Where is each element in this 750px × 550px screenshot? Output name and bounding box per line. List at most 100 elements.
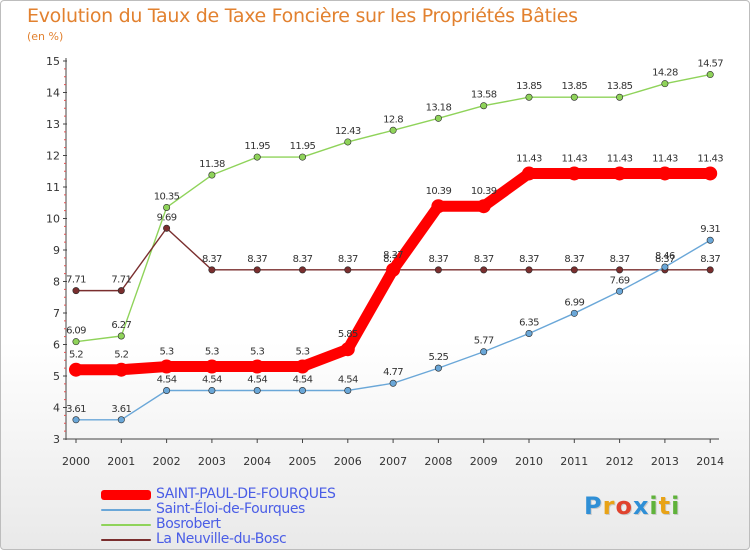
data-label-3: 9.69 bbox=[157, 212, 177, 223]
data-label-1: 4.54 bbox=[157, 374, 177, 385]
x-tick-label: 2001 bbox=[107, 455, 135, 468]
data-label-3: 8.37 bbox=[655, 254, 675, 265]
data-point-1 bbox=[389, 379, 397, 387]
data-label-1: 8.46 bbox=[655, 251, 675, 262]
legend-label-1: Saint-Éloi-de-Fourques bbox=[156, 501, 305, 517]
data-label-3: 8.37 bbox=[202, 254, 222, 265]
data-point-1 bbox=[253, 386, 261, 394]
data-point-1 bbox=[72, 416, 80, 424]
data-label-0: 10.39 bbox=[426, 186, 452, 197]
x-tick-label: 2002 bbox=[153, 455, 181, 468]
data-point-0 bbox=[703, 166, 718, 181]
data-label-0: 11.43 bbox=[652, 153, 678, 164]
data-point-3 bbox=[163, 224, 171, 232]
data-label-2: 11.38 bbox=[199, 159, 225, 170]
logo-letter: r bbox=[602, 492, 616, 520]
data-label-2: 6.27 bbox=[111, 320, 131, 331]
data-label-3: 8.37 bbox=[383, 254, 403, 265]
legend-label-2: Bosrobert bbox=[156, 516, 221, 532]
data-point-2 bbox=[344, 138, 352, 146]
data-label-1: 6.99 bbox=[564, 297, 584, 308]
data-label-3: 8.37 bbox=[293, 254, 313, 265]
legend-swatch-3 bbox=[101, 539, 151, 541]
data-point-3 bbox=[434, 266, 442, 274]
data-point-1 bbox=[525, 329, 533, 337]
y-tick-label: 13 bbox=[46, 118, 60, 131]
data-label-3: 8.37 bbox=[247, 254, 267, 265]
y-tick-label: 15 bbox=[46, 55, 60, 68]
data-label-1: 4.54 bbox=[338, 374, 358, 385]
y-tick-label: 4 bbox=[53, 402, 60, 415]
data-label-3: 7.71 bbox=[66, 275, 86, 286]
data-point-0 bbox=[476, 199, 491, 214]
data-label-2: 12.8 bbox=[383, 114, 403, 125]
x-tick-label: 2013 bbox=[651, 455, 679, 468]
data-label-1: 4.77 bbox=[383, 367, 403, 378]
data-point-3 bbox=[525, 266, 533, 274]
y-axis-unit-label: (en %) bbox=[27, 30, 64, 43]
data-label-3: 8.37 bbox=[564, 254, 584, 265]
data-point-0 bbox=[431, 199, 446, 214]
data-label-3: 8.37 bbox=[338, 254, 358, 265]
data-label-1: 4.54 bbox=[293, 374, 313, 385]
data-point-0 bbox=[386, 262, 401, 277]
logo-letter: t bbox=[658, 492, 672, 520]
data-label-2: 13.85 bbox=[561, 81, 587, 92]
data-label-0: 5.3 bbox=[205, 347, 219, 358]
x-tick-label: 2008 bbox=[424, 455, 452, 468]
x-tick-label: 2009 bbox=[470, 455, 498, 468]
data-label-0: 11.43 bbox=[561, 153, 587, 164]
data-label-3: 8.37 bbox=[700, 254, 720, 265]
y-tick-label: 6 bbox=[53, 339, 60, 352]
data-label-1: 3.61 bbox=[111, 404, 131, 415]
data-point-0 bbox=[522, 166, 536, 181]
data-label-3: 7.71 bbox=[111, 275, 131, 286]
data-label-2: 11.95 bbox=[244, 141, 270, 152]
y-tick-label: 12 bbox=[46, 150, 60, 163]
data-label-0: 11.43 bbox=[607, 153, 633, 164]
data-point-0 bbox=[340, 342, 355, 357]
data-label-0: 5.3 bbox=[250, 347, 264, 358]
data-point-1 bbox=[434, 364, 442, 372]
data-point-2 bbox=[434, 114, 442, 122]
data-label-2: 10.35 bbox=[154, 191, 180, 202]
data-point-3 bbox=[72, 287, 80, 295]
x-tick-label: 2011 bbox=[560, 455, 588, 468]
data-label-0: 5.3 bbox=[295, 347, 309, 358]
data-point-2 bbox=[72, 338, 80, 346]
data-label-0: 8.37 bbox=[383, 250, 403, 261]
data-point-2 bbox=[616, 93, 624, 101]
data-point-3 bbox=[344, 266, 352, 274]
x-tick-label: 2006 bbox=[334, 455, 362, 468]
logo-letter: i bbox=[649, 492, 659, 520]
data-label-2: 13.18 bbox=[426, 102, 452, 113]
data-point-2 bbox=[661, 80, 669, 88]
data-label-2: 13.85 bbox=[516, 81, 542, 92]
data-point-2 bbox=[163, 203, 171, 211]
data-label-3: 8.37 bbox=[610, 254, 630, 265]
legend-swatch-2 bbox=[101, 524, 151, 526]
y-tick-label: 9 bbox=[53, 244, 60, 257]
data-label-2: 11.95 bbox=[290, 141, 316, 152]
data-label-1: 5.25 bbox=[428, 352, 448, 363]
data-label-1: 6.35 bbox=[519, 317, 539, 328]
legend-swatch-1 bbox=[101, 509, 151, 511]
data-point-0 bbox=[204, 359, 219, 374]
legend-label-3: La Neuville-du-Bosc bbox=[156, 531, 287, 547]
data-point-1 bbox=[616, 287, 624, 295]
data-point-0 bbox=[159, 359, 174, 374]
x-tick-label: 2014 bbox=[696, 455, 724, 468]
data-point-1 bbox=[117, 416, 125, 424]
data-label-1: 3.61 bbox=[66, 404, 86, 415]
y-tick-label: 5 bbox=[53, 370, 60, 383]
data-label-2: 12.43 bbox=[335, 126, 361, 137]
data-point-0 bbox=[69, 362, 83, 377]
x-tick-label: 2007 bbox=[379, 455, 407, 468]
data-point-1 bbox=[344, 386, 352, 394]
data-label-3: 8.37 bbox=[519, 254, 539, 265]
data-point-0 bbox=[567, 166, 582, 181]
data-label-0: 10.39 bbox=[471, 186, 497, 197]
data-point-2 bbox=[389, 126, 397, 134]
